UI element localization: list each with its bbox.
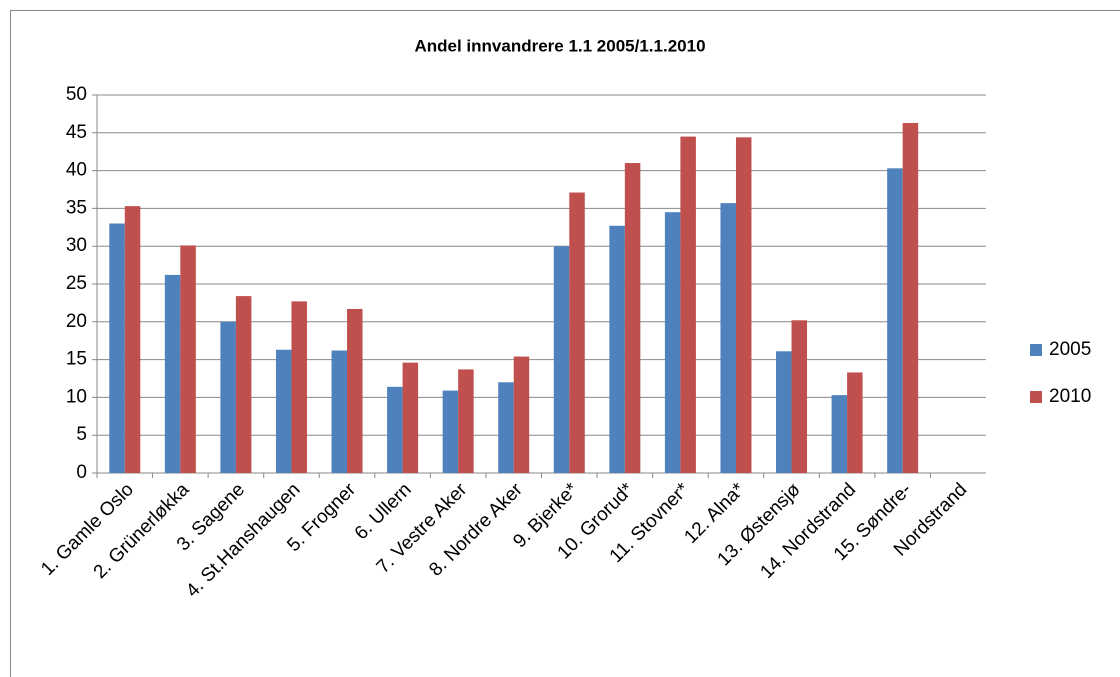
bar	[720, 203, 736, 473]
bar	[735, 137, 752, 473]
bar	[498, 382, 514, 473]
bar	[887, 168, 903, 473]
y-tick-label: 0	[76, 462, 87, 483]
bar	[109, 223, 125, 473]
x-tick-label: 1. Gamle Oslo	[37, 479, 138, 580]
x-tick-label: 2. Grünerløkka	[90, 479, 194, 583]
legend-swatch	[1030, 391, 1042, 403]
bar	[847, 372, 863, 473]
bar	[831, 395, 848, 473]
bar	[275, 349, 292, 473]
legend-label: 2005	[1049, 339, 1091, 360]
y-tick-label: 15	[66, 349, 87, 370]
bar	[387, 386, 403, 473]
bar	[331, 350, 348, 473]
bar	[235, 296, 252, 473]
bar	[458, 369, 474, 473]
bar	[220, 321, 236, 473]
legend-swatch	[1030, 344, 1042, 356]
bar	[791, 320, 808, 473]
bar	[664, 212, 681, 473]
y-tick-label: 40	[66, 160, 87, 181]
y-tick-label: 30	[66, 235, 87, 256]
bar	[180, 245, 196, 473]
legend-label: 2010	[1049, 386, 1091, 407]
y-tick-label: 35	[66, 197, 87, 218]
y-tick-label: 5	[76, 424, 87, 445]
y-tick-label: 50	[66, 84, 87, 105]
chart-border	[10, 10, 1120, 677]
bar	[291, 301, 307, 473]
bar	[902, 122, 919, 474]
y-tick-label: 20	[66, 311, 87, 332]
bar	[442, 390, 459, 473]
bar	[624, 163, 641, 474]
bar	[513, 356, 530, 473]
bar	[402, 362, 419, 473]
bar	[680, 136, 696, 473]
y-tick-label: 25	[66, 273, 87, 294]
bar	[776, 351, 792, 473]
bar	[553, 246, 570, 473]
bar	[347, 308, 363, 473]
bar	[569, 192, 585, 474]
chart-title: Andel innvandrere 1.1 2005/1.1.2010	[414, 36, 705, 55]
bar	[124, 206, 141, 473]
y-tick-label: 45	[66, 122, 87, 143]
bar	[164, 274, 181, 473]
x-tick-label: 14. Nordstrand	[756, 479, 860, 583]
y-tick-label: 10	[66, 386, 87, 407]
bar	[609, 225, 625, 473]
